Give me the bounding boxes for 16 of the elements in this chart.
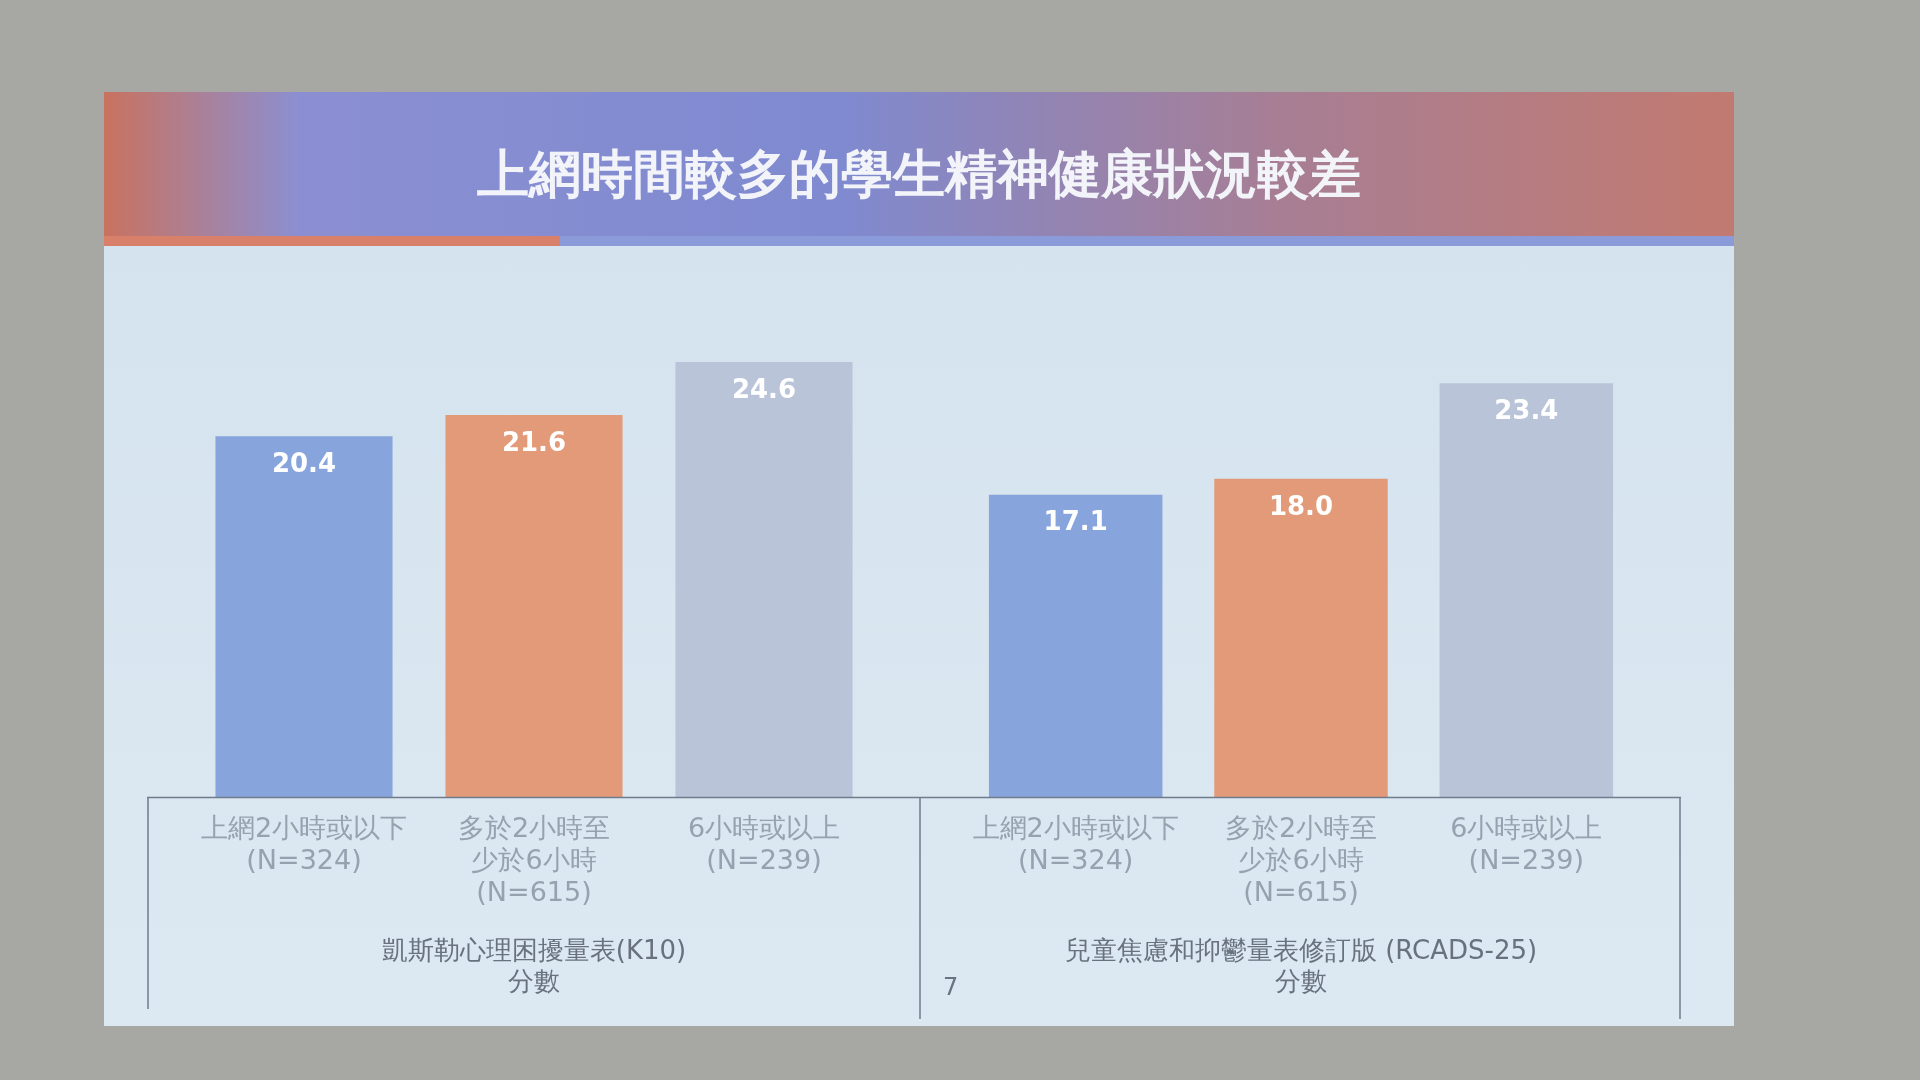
x-tick-label: 多於2小時至少於6小時 (N=615) xyxy=(1224,811,1378,908)
data-label: 18.0 xyxy=(1268,490,1334,521)
x-axis-title: 凱斯勒心理困擾量表(K10) 分數 xyxy=(381,934,687,997)
x-tick-label: 6小時或以上 (N=239) xyxy=(1450,811,1603,876)
x-tick-label: 6小時或以上 (N=239) xyxy=(687,811,841,876)
data-label: 20.4 xyxy=(271,448,337,479)
x-tick-label: 多於2小時至少於6小時 (N=615) xyxy=(457,811,611,908)
x-axis-title: 兒童焦慮和抑鬱量表修訂版 (RCADS-25) 分數 xyxy=(1064,934,1538,997)
data-label: 17.1 xyxy=(1043,506,1108,537)
data-label: 21.6 xyxy=(501,426,567,457)
data-label: 23.4 xyxy=(1494,394,1559,425)
data-label: 24.6 xyxy=(731,373,797,404)
x-tick-label: 上網2小時或以下 (N=324) xyxy=(200,811,408,876)
x-tick-label: 上網2小時或以下 (N=324) xyxy=(972,811,1179,876)
text: 7 xyxy=(943,973,959,1002)
chart-title: 上網時間較多的學生精神健康狀況較差 xyxy=(477,143,1361,206)
